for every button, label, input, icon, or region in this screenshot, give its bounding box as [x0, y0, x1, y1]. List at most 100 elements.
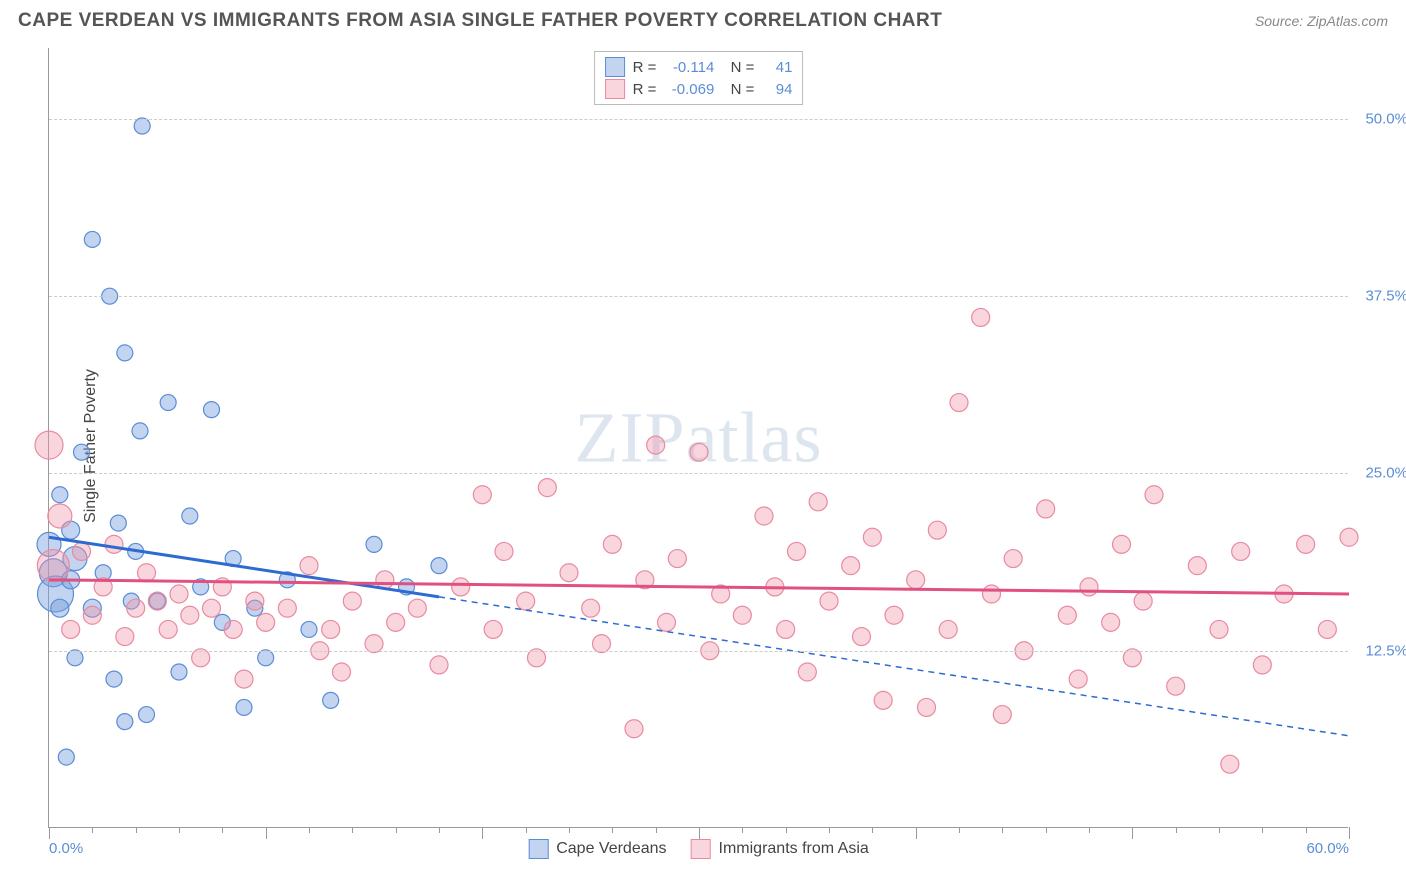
data-point	[387, 613, 405, 631]
data-point	[1004, 550, 1022, 568]
x-tick	[352, 827, 353, 833]
data-point	[408, 599, 426, 617]
stats-legend-row: R =-0.114 N =41	[605, 56, 793, 78]
data-point	[1069, 670, 1087, 688]
data-point	[333, 663, 351, 681]
data-point	[203, 599, 221, 617]
data-point	[1340, 528, 1358, 546]
data-point	[139, 707, 155, 723]
data-point	[928, 521, 946, 539]
x-tick	[526, 827, 527, 833]
y-tick-label: 50.0%	[1353, 110, 1406, 127]
data-point	[170, 585, 188, 603]
x-tick	[569, 827, 570, 833]
data-point	[134, 118, 150, 134]
data-point	[1210, 620, 1228, 638]
data-point	[842, 557, 860, 575]
data-point	[48, 504, 72, 528]
gridline	[49, 651, 1348, 652]
data-point	[204, 402, 220, 418]
x-tick	[1262, 827, 1263, 833]
data-point	[788, 542, 806, 560]
data-point	[138, 564, 156, 582]
data-point	[51, 599, 69, 617]
x-tick	[309, 827, 310, 833]
y-tick-label: 12.5%	[1353, 642, 1406, 659]
x-tick	[1219, 827, 1220, 833]
x-tick-label-end: 60.0%	[1306, 840, 1349, 857]
x-tick	[1176, 827, 1177, 833]
data-point	[1318, 620, 1336, 638]
x-tick	[1132, 827, 1133, 839]
gridline	[49, 119, 1348, 120]
data-point	[171, 664, 187, 680]
data-point	[301, 621, 317, 637]
x-tick	[266, 827, 267, 839]
data-point	[907, 571, 925, 589]
data-point	[116, 628, 134, 646]
data-point	[246, 592, 264, 610]
x-tick	[92, 827, 93, 833]
x-tick	[742, 827, 743, 833]
data-point	[58, 749, 74, 765]
stats-legend-box: R =-0.114 N =41R =-0.069 N =94	[594, 51, 804, 105]
data-point	[257, 613, 275, 631]
chart-plot-area: ZIPatlas R =-0.114 N =41R =-0.069 N =94 …	[48, 48, 1348, 828]
stat-r-label: R =	[633, 59, 657, 76]
x-tick	[1349, 827, 1350, 839]
data-point	[950, 394, 968, 412]
data-point	[777, 620, 795, 638]
data-point	[1145, 486, 1163, 504]
x-tick	[829, 827, 830, 833]
data-point	[853, 628, 871, 646]
x-tick	[916, 827, 917, 839]
data-point	[366, 536, 382, 552]
stats-legend-row: R =-0.069 N =94	[605, 78, 793, 100]
data-point	[258, 650, 274, 666]
chart-title: CAPE VERDEAN VS IMMIGRANTS FROM ASIA SIN…	[18, 10, 942, 32]
data-point	[127, 599, 145, 617]
data-point	[343, 592, 361, 610]
data-point	[755, 507, 773, 525]
data-point	[993, 706, 1011, 724]
x-tick	[396, 827, 397, 833]
data-point	[110, 515, 126, 531]
data-point	[84, 231, 100, 247]
data-point	[452, 578, 470, 596]
x-tick	[1002, 827, 1003, 833]
data-point	[517, 592, 535, 610]
data-point	[224, 620, 242, 638]
stat-n-label: N =	[722, 81, 754, 98]
data-point	[820, 592, 838, 610]
legend-swatch	[605, 79, 625, 99]
data-point	[1134, 592, 1152, 610]
x-tick	[699, 827, 700, 839]
data-point	[972, 308, 990, 326]
data-point	[148, 592, 166, 610]
data-point	[658, 613, 676, 631]
stat-n-label: N =	[722, 59, 754, 76]
data-point	[235, 670, 253, 688]
data-point	[181, 606, 199, 624]
data-point	[538, 479, 556, 497]
data-point	[1221, 755, 1239, 773]
data-point	[603, 535, 621, 553]
data-point	[473, 486, 491, 504]
data-point	[1253, 656, 1271, 674]
data-point	[117, 345, 133, 361]
data-point	[52, 487, 68, 503]
y-tick-label: 25.0%	[1353, 465, 1406, 482]
data-point	[67, 650, 83, 666]
stat-n-value: 94	[762, 81, 792, 98]
data-point	[495, 542, 513, 560]
data-point	[1058, 606, 1076, 624]
legend-item: Cape Verdeans	[528, 839, 666, 859]
data-point	[430, 656, 448, 674]
data-point	[798, 663, 816, 681]
x-tick	[959, 827, 960, 833]
data-point	[668, 550, 686, 568]
data-point	[159, 620, 177, 638]
data-point	[35, 431, 63, 459]
gridline	[49, 296, 1348, 297]
series-legend: Cape VerdeansImmigrants from Asia	[528, 839, 869, 859]
